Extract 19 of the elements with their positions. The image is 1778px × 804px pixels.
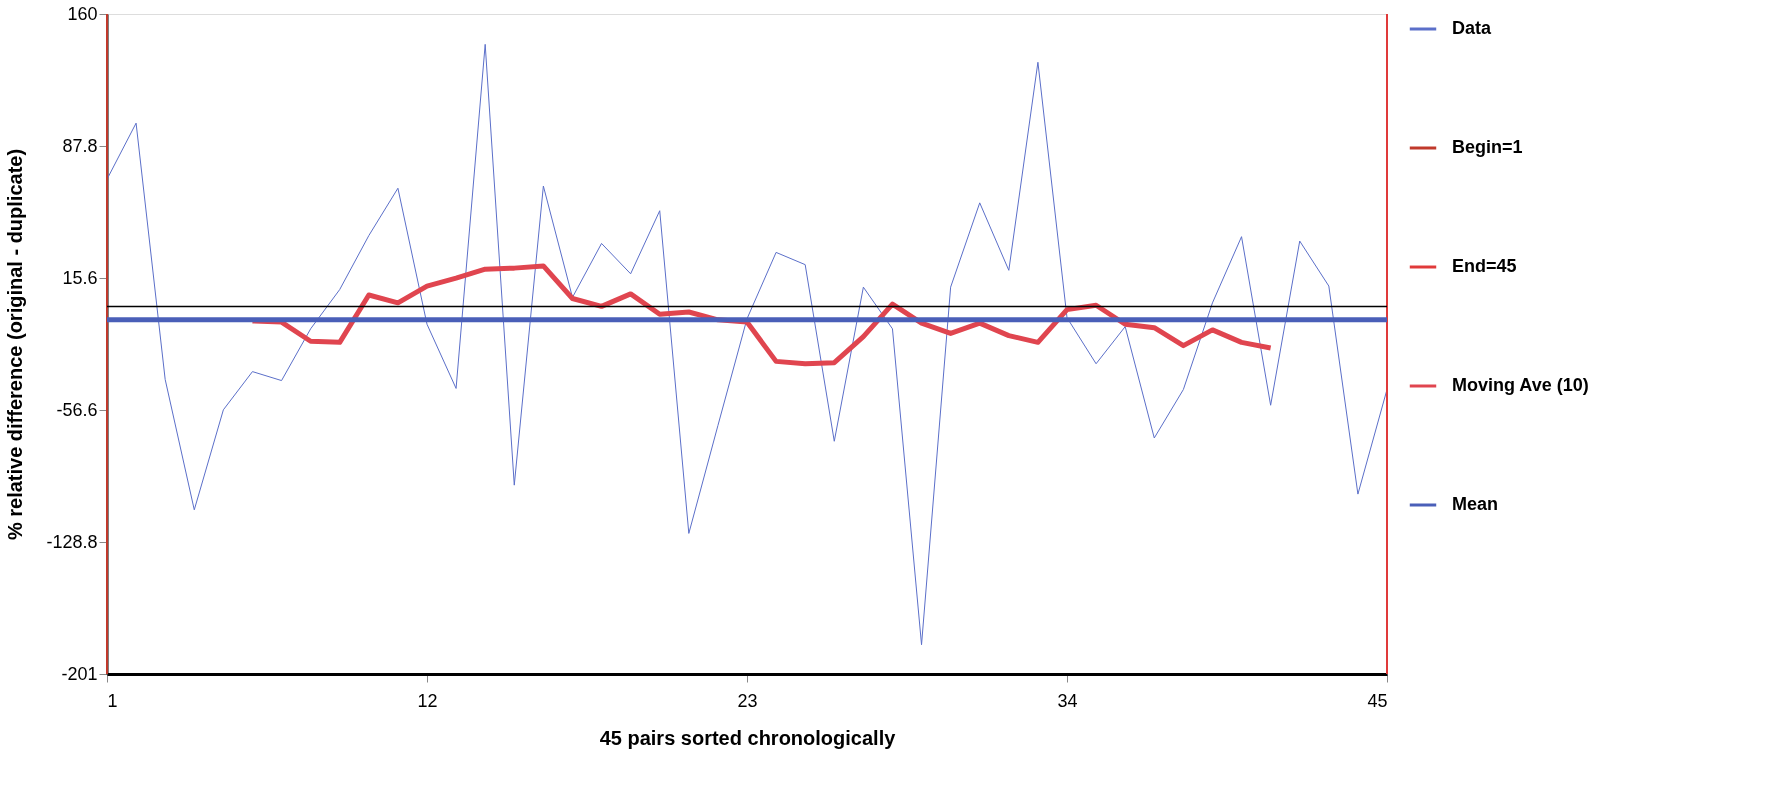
- y-tick-label: -128.8: [46, 531, 98, 552]
- x-axis-title: 45 pairs sorted chronologically: [599, 726, 897, 749]
- y-tick-label: 160: [67, 3, 98, 24]
- y-tick-label: -56.6: [56, 399, 98, 420]
- x-tick-label: 45: [1367, 690, 1388, 711]
- legend-label: Data: [1452, 18, 1492, 38]
- legend-label: End=45: [1452, 256, 1517, 276]
- y-tick-label: 15.6: [62, 267, 98, 288]
- x-tick-label: 34: [1057, 690, 1078, 711]
- line-series: [106, 43, 1388, 646]
- x-tick-label: 12: [417, 690, 438, 711]
- x-tick-label: 23: [737, 690, 758, 711]
- y-axis-title: % relative difference (original - duplicate): [4, 148, 27, 541]
- legend-label: Mean: [1452, 494, 1499, 514]
- y-tick-label: 87.8: [62, 135, 98, 156]
- y-tick-label: -201: [61, 663, 98, 684]
- legend-label: Begin=1: [1452, 137, 1523, 157]
- x-tick-label: 1: [107, 690, 118, 711]
- legend-label: Moving Ave (10): [1452, 375, 1589, 395]
